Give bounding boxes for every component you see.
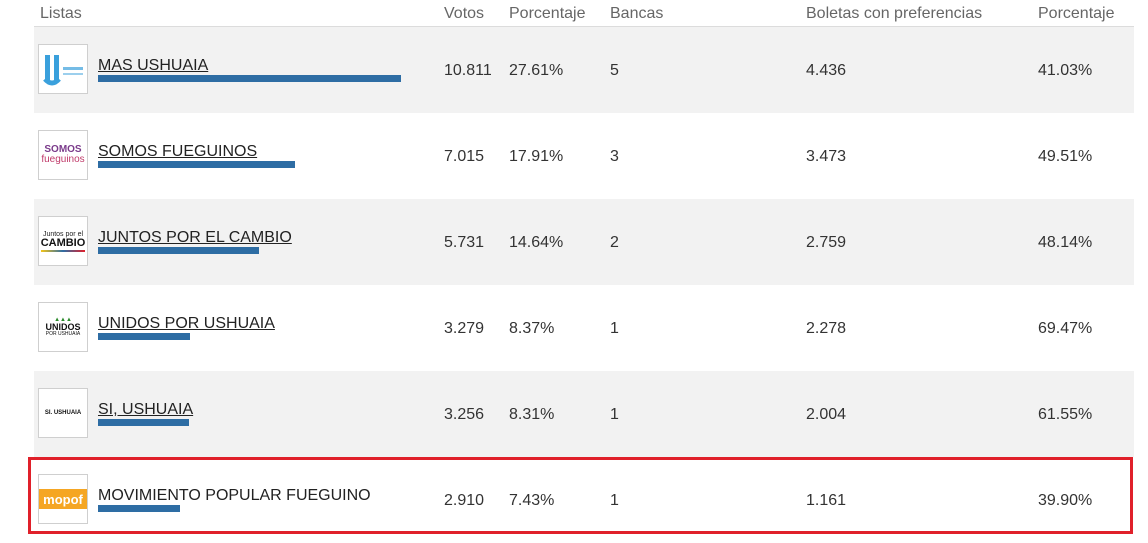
porcentaje-preferencias-value: 39.90% <box>1038 492 1093 509</box>
table-row: Juntos por el CAMBIO JUNTOS POR EL CAMBI… <box>34 199 1134 285</box>
header-divider <box>34 26 1134 27</box>
porcentaje-value: 8.37% <box>509 320 555 337</box>
table-header: Listas Votos Porcentaje Bancas Boletas c… <box>0 0 1148 26</box>
votos-value: 3.256 <box>444 406 485 423</box>
bancas-value: 1 <box>610 320 619 337</box>
porcentaje-preferencias-value: 48.14% <box>1038 234 1093 251</box>
header-votos: Votos <box>444 5 485 22</box>
bancas-value: 5 <box>610 62 619 79</box>
porcentaje-value: 8.31% <box>509 406 555 423</box>
list-name-link[interactable]: SI, USHUAIA <box>98 401 194 418</box>
porcentaje-preferencias-value: 49.51% <box>1038 148 1093 165</box>
votos-value: 3.279 <box>444 320 485 337</box>
bancas-value: 1 <box>610 492 619 509</box>
porcentaje-value: 7.43% <box>509 492 555 509</box>
porcentaje-value: 14.64% <box>509 234 564 251</box>
si-ushuaia-logo: SI. USHUAIA <box>38 388 88 438</box>
mopof-logo: mopof <box>38 474 88 524</box>
table-row: SOMOS fueguinos SOMOS FUEGUINOS 7.015 17… <box>34 113 1134 199</box>
bancas-value: 2 <box>610 234 619 251</box>
boletas-value: 3.473 <box>806 148 847 165</box>
votes-bar <box>98 333 190 340</box>
boletas-value: 2.278 <box>806 320 847 337</box>
table-row: MAS USHUAIA 10.811 27.61% 5 4.436 41.03% <box>34 27 1134 113</box>
votos-value: 5.731 <box>444 234 485 251</box>
header-bancas: Bancas <box>610 5 664 22</box>
porcentaje-value: 17.91% <box>509 148 564 165</box>
somos-fueguinos-logo: SOMOS fueguinos <box>38 130 88 180</box>
votes-bar <box>98 75 401 82</box>
list-name-link[interactable]: SOMOS FUEGUINOS <box>98 143 258 160</box>
porcentaje-preferencias-value: 41.03% <box>1038 62 1093 79</box>
list-name-link[interactable]: MAS USHUAIA <box>98 57 209 74</box>
table-row: mopof MOVIMIENTO POPULAR FUEGUINO 2.910 … <box>34 457 1134 543</box>
boletas-value: 4.436 <box>806 62 847 79</box>
porcentaje-preferencias-value: 69.47% <box>1038 320 1093 337</box>
votes-bar <box>98 505 180 512</box>
table-row: SI. USHUAIA SI, USHUAIA 3.256 8.31% 1 2.… <box>34 371 1134 457</box>
list-name-link[interactable]: UNIDOS POR USHUAIA <box>98 315 275 332</box>
list-name-link[interactable]: MOVIMIENTO POPULAR FUEGUINO <box>98 487 371 504</box>
header-porcentaje: Porcentaje <box>509 5 586 22</box>
boletas-value: 2.759 <box>806 234 847 251</box>
header-porcentaje-preferencias: Porcentaje <box>1038 5 1115 22</box>
votes-bar <box>98 247 259 254</box>
table-row: ▲▲▲ UNIDOS POR USHUAIA UNIDOS POR USHUAI… <box>34 285 1134 371</box>
header-boletas: Boletas con preferencias <box>806 5 983 22</box>
unidos-por-ushuaia-logo: ▲▲▲ UNIDOS POR USHUAIA <box>38 302 88 352</box>
boletas-value: 2.004 <box>806 406 847 423</box>
boletas-value: 1.161 <box>806 492 847 509</box>
mas-ushuaia-logo <box>38 44 88 94</box>
juntos-por-el-cambio-logo: Juntos por el CAMBIO <box>38 216 88 266</box>
bancas-value: 1 <box>610 406 619 423</box>
bancas-value: 3 <box>610 148 619 165</box>
votes-bar <box>98 161 295 168</box>
porcentaje-value: 27.61% <box>509 62 564 79</box>
votos-value: 7.015 <box>444 148 485 165</box>
list-name-link[interactable]: JUNTOS POR EL CAMBIO <box>98 229 292 246</box>
porcentaje-preferencias-value: 61.55% <box>1038 406 1093 423</box>
votos-value: 2.910 <box>444 492 485 509</box>
header-listas: Listas <box>40 5 82 22</box>
votos-value: 10.811 <box>444 62 492 79</box>
votes-bar <box>98 419 189 426</box>
